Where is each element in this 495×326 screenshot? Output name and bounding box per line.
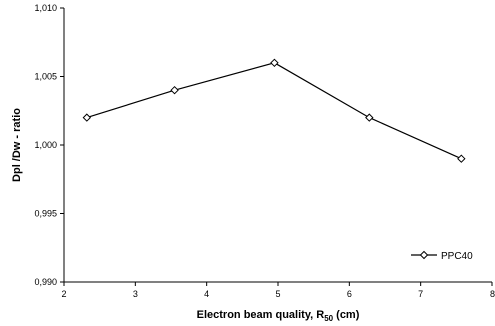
x-axis-label: Electron beam quality, R50 (cm) [197, 309, 360, 323]
y-tick-label: 1,000 [34, 140, 57, 150]
y-tick-label: 1,005 [34, 72, 57, 82]
legend-marker [419, 250, 429, 260]
data-point [170, 85, 179, 95]
x-tick-label: 2 [61, 289, 66, 299]
x-tick-label: 6 [347, 289, 352, 299]
series-layer [82, 58, 466, 163]
axis-ticks: 0,990 0,995 1,000 1,005 1,010 2 3 4 5 6 7 8 [34, 3, 495, 299]
y-tick-label: 0,990 [34, 277, 57, 287]
y-tick-label: 1,010 [34, 3, 57, 13]
x-tick-label: 8 [490, 289, 495, 299]
y-axis-label: Dpl /Dw - ratio [11, 108, 23, 182]
x-tick-label: 3 [133, 289, 138, 299]
y-tick-label: 0,995 [34, 209, 57, 219]
x-axis-label-main: Electron beam quality, R [197, 309, 325, 321]
legend-label: PPC40 [441, 251, 473, 262]
data-point [82, 113, 92, 122]
x-tick-label: 4 [204, 289, 209, 299]
x-axis-label-unit: (cm) [333, 309, 360, 321]
data-point [365, 113, 374, 122]
plot-area: 0,990 0,995 1,000 1,005 1,010 2 3 4 5 6 7 8 [34, 3, 495, 299]
x-tick-label: 5 [275, 289, 280, 299]
legend: PPC40 [411, 250, 473, 262]
x-tick-label: 7 [418, 289, 423, 299]
data-point [270, 58, 279, 68]
series-line [86, 62, 462, 160]
x-axis-label-subscript: 50 [324, 314, 333, 323]
data-point [457, 154, 466, 163]
